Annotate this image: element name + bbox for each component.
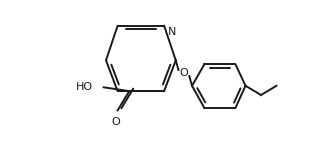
Text: O: O	[179, 68, 188, 78]
Text: HO: HO	[76, 82, 93, 92]
Text: O: O	[112, 117, 120, 127]
Text: N: N	[168, 27, 176, 37]
